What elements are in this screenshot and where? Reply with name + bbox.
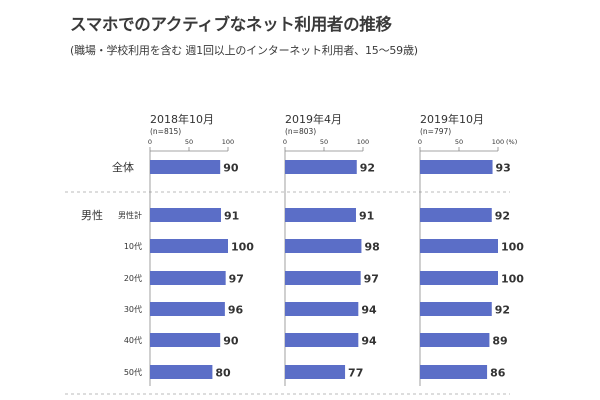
category-label: 30代	[124, 304, 142, 314]
group-label: 男性	[81, 208, 103, 222]
unit-label: (%)	[506, 138, 517, 146]
bar	[150, 271, 226, 285]
data-label: 94	[361, 335, 377, 348]
category-label: 10代	[124, 241, 142, 251]
tick-label: 0	[283, 138, 287, 146]
data-label: 90	[223, 162, 239, 175]
tick-label: 0	[148, 138, 152, 146]
data-label: 100	[501, 273, 524, 286]
bar	[150, 365, 213, 379]
data-label: 92	[360, 162, 375, 175]
bar	[285, 333, 359, 347]
bar	[420, 365, 488, 379]
panel-title: 2019年10月	[420, 112, 484, 126]
tick-label: 50	[320, 138, 328, 146]
data-label: 89	[492, 335, 507, 348]
bar	[150, 333, 221, 347]
category-label: 男性計	[118, 210, 142, 220]
tick-label: 100	[222, 138, 234, 146]
chart-subtitle: (職場・学校利用を含む 週1回以上のインターネット利用者、15〜59歳)	[70, 44, 418, 57]
bar	[285, 239, 362, 253]
data-label: 91	[224, 210, 239, 223]
bar	[150, 239, 228, 253]
data-label: 100	[231, 241, 254, 254]
panel-n-label: (n=803)	[285, 127, 316, 136]
tick-label: 50	[455, 138, 463, 146]
bar	[420, 333, 490, 347]
data-label: 77	[348, 367, 363, 380]
tick-label: 100	[492, 138, 504, 146]
data-label: 97	[364, 273, 379, 286]
tick-label: 50	[185, 138, 193, 146]
bar	[420, 208, 492, 222]
category-label: 50代	[124, 367, 142, 377]
data-label: 90	[223, 335, 239, 348]
category-label: 40代	[124, 335, 142, 345]
bar	[285, 160, 357, 174]
data-label: 97	[229, 273, 244, 286]
data-label: 92	[495, 210, 510, 223]
data-label: 92	[495, 304, 510, 317]
panel-title: 2018年10月	[150, 112, 214, 126]
data-label: 96	[228, 304, 244, 317]
bar	[150, 160, 221, 174]
category-label: 20代	[124, 273, 142, 283]
bar	[150, 208, 221, 222]
panel-title: 2019年4月	[285, 112, 342, 126]
panel-n-label: (n=797)	[420, 127, 451, 136]
bar	[285, 271, 361, 285]
bar	[285, 302, 359, 316]
data-label: 94	[361, 304, 377, 317]
bar	[420, 271, 498, 285]
bar	[285, 365, 346, 379]
data-label: 98	[364, 241, 379, 254]
bar	[420, 302, 492, 316]
data-label: 93	[496, 162, 511, 175]
chart-title: スマホでのアクティブなネット利用者の推移	[70, 15, 392, 34]
bar	[420, 160, 493, 174]
data-label: 100	[501, 241, 524, 254]
tick-label: 0	[418, 138, 422, 146]
category-label: 全体	[112, 160, 134, 174]
bar	[285, 208, 356, 222]
data-label: 86	[490, 367, 506, 380]
tick-label: 100	[357, 138, 369, 146]
bar	[150, 302, 225, 316]
data-label: 80	[215, 367, 231, 380]
bar	[420, 239, 498, 253]
data-label: 91	[359, 210, 374, 223]
panel-n-label: (n=815)	[150, 127, 181, 136]
